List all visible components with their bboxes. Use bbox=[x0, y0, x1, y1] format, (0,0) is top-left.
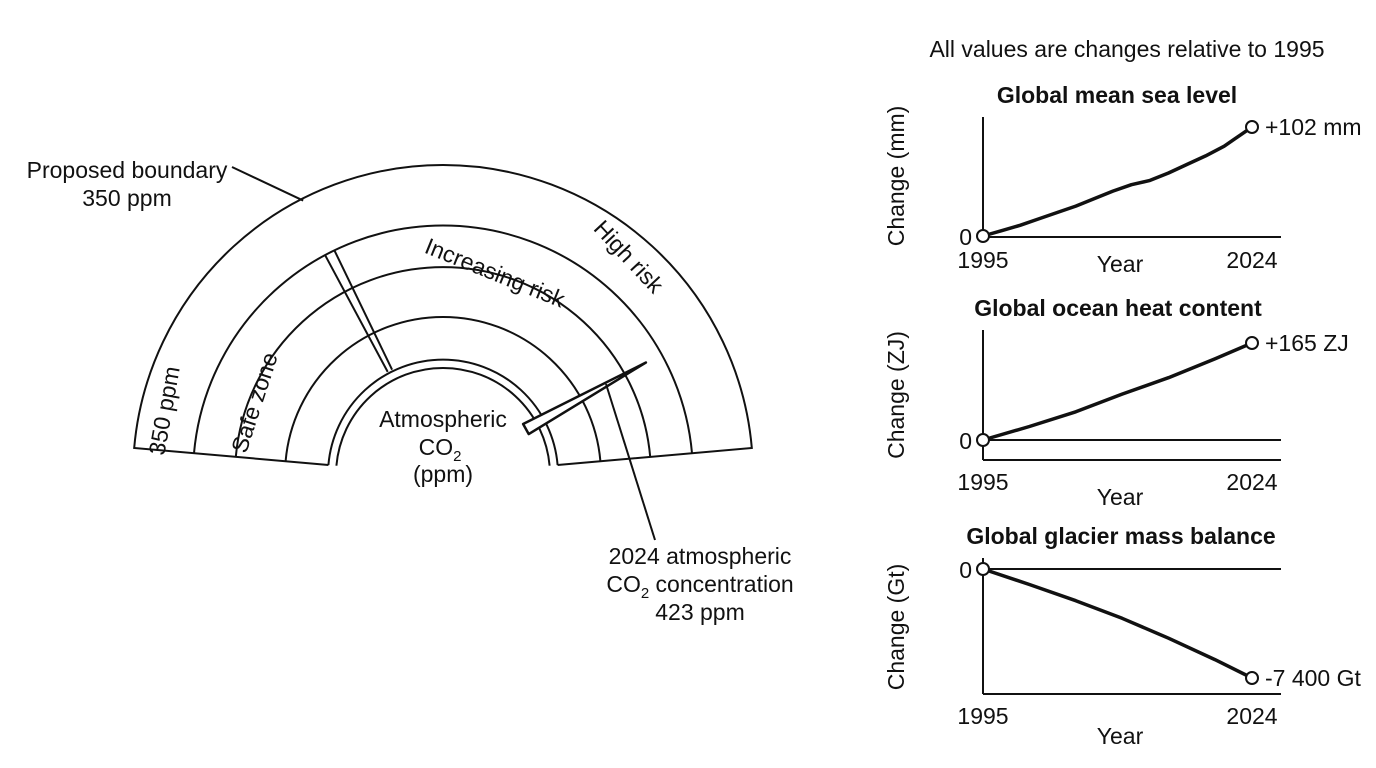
gauge-arc-high bbox=[284, 316, 602, 462]
zone-label-safe: Safe zone bbox=[226, 349, 283, 456]
end-value-label: +102 mm bbox=[1265, 114, 1362, 140]
x-axis-label: Year bbox=[1097, 723, 1144, 749]
current-label-line3: 423 ppm bbox=[655, 599, 745, 625]
y-tick-zero: 0 bbox=[959, 557, 972, 583]
x-tick-start: 1995 bbox=[957, 247, 1008, 273]
boundary-label-line1: Proposed boundary bbox=[27, 157, 228, 183]
chart-title: Global mean sea level bbox=[997, 82, 1237, 108]
gauge-outer-band bbox=[133, 164, 753, 466]
y-axis-label: Change (ZJ) bbox=[883, 331, 909, 459]
boundary-marker-line bbox=[333, 249, 393, 371]
x-tick-start: 1995 bbox=[957, 703, 1008, 729]
gauge-title-line1: Atmospheric bbox=[379, 406, 507, 432]
end-value-label: +165 ZJ bbox=[1265, 330, 1349, 356]
x-tick-start: 1995 bbox=[957, 469, 1008, 495]
gauge-arc-safe bbox=[193, 224, 693, 454]
gauge-needle-2024 bbox=[521, 361, 648, 436]
gauge-arc-increasing bbox=[234, 266, 652, 457]
current-label-line2: CO2 concentration bbox=[606, 571, 793, 602]
boundary-leader-line bbox=[231, 166, 304, 202]
end-point bbox=[1245, 671, 1259, 685]
zone-label-350: 350 ppm bbox=[144, 364, 185, 457]
x-axis-label: Year bbox=[1097, 251, 1144, 277]
gauge-title-line3: (ppm) bbox=[413, 461, 473, 487]
zone-label-increasing: Increasing risk bbox=[421, 233, 569, 313]
co2-gauge: 350 ppm Safe zone Increasing risk High r… bbox=[27, 157, 794, 625]
series-line bbox=[981, 341, 1254, 442]
start-point bbox=[976, 433, 990, 447]
x-tick-end: 2024 bbox=[1226, 703, 1277, 729]
gauge-title-line2: CO2 bbox=[419, 434, 462, 465]
x-tick-end: 2024 bbox=[1226, 469, 1277, 495]
chart-title: Global ocean heat content bbox=[974, 295, 1262, 321]
start-point bbox=[976, 562, 990, 576]
end-value-label: -7 400 Gt bbox=[1265, 665, 1361, 691]
series-line bbox=[981, 125, 1254, 238]
end-point bbox=[1245, 120, 1259, 134]
x-axis-label: Year bbox=[1097, 484, 1144, 510]
y-tick-zero: 0 bbox=[959, 428, 972, 454]
y-axis-label: Change (Gt) bbox=[883, 564, 909, 691]
y-axis-label: Change (mm) bbox=[883, 106, 909, 247]
end-point bbox=[1245, 336, 1259, 350]
glacier-mass-chart: Global glacier mass balance Change (Gt) … bbox=[883, 523, 1361, 749]
x-tick-end: 2024 bbox=[1226, 247, 1277, 273]
sea-level-chart: Global mean sea level Change (mm) 0 1995… bbox=[883, 82, 1362, 277]
y-tick-zero: 0 bbox=[959, 224, 972, 250]
current-leader-line bbox=[605, 383, 656, 541]
chart-title: Global glacier mass balance bbox=[966, 523, 1275, 549]
start-point bbox=[976, 229, 990, 243]
ocean-heat-chart: Global ocean heat content Change (ZJ) 0 … bbox=[883, 295, 1349, 510]
boundary-label-line2: 350 ppm bbox=[82, 185, 172, 211]
series-line bbox=[981, 567, 1254, 680]
current-label-line1: 2024 atmospheric bbox=[609, 543, 792, 569]
boundary-marker-line bbox=[323, 254, 389, 373]
header-note: All values are changes relative to 1995 bbox=[929, 36, 1324, 62]
